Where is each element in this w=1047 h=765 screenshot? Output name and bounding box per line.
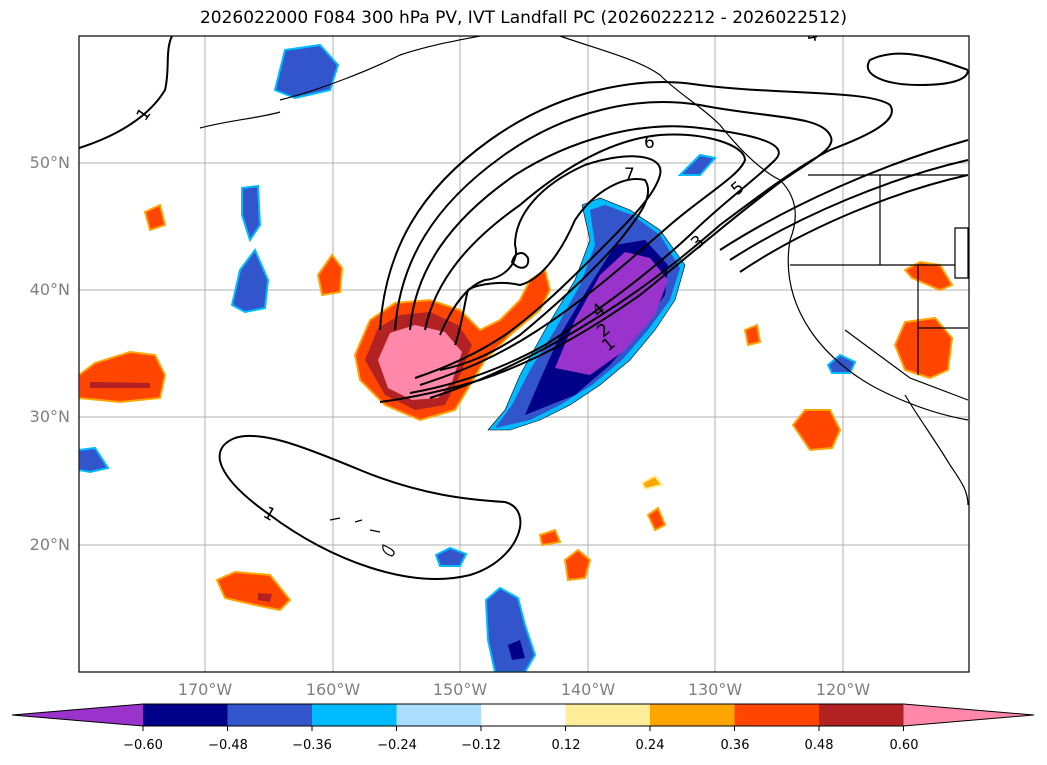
- colorbar-tick: −0.60: [123, 738, 163, 753]
- colorbar-segment: [396, 704, 482, 726]
- lon-label: 160°W: [305, 680, 361, 699]
- colorbar-segment: [819, 704, 904, 726]
- colorbar-segment: [312, 704, 397, 726]
- gridlines: [79, 36, 969, 672]
- map-title: 2026022000 F084 300 hPa PV, IVT Landfall…: [199, 8, 847, 28]
- lat-label: 20°N: [29, 535, 70, 554]
- coastlines: [199, 36, 969, 557]
- lon-label: 130°W: [687, 680, 743, 699]
- colorbar-segment: [565, 704, 651, 726]
- contour-label: 7: [624, 165, 635, 185]
- colorbar-tick: 0.48: [804, 738, 834, 753]
- lat-label: 50°N: [29, 153, 70, 172]
- map-frame: [78, 35, 970, 673]
- contour-label: 4: [805, 25, 819, 47]
- colorbar-segment: [650, 704, 735, 726]
- contour-label: 6: [644, 133, 655, 153]
- colorbar-tick: 0.60: [889, 738, 919, 753]
- contour-labels: 1 1 1 2 3 4 4 5 6 7: [133, 25, 820, 526]
- colorbar-tick: 0.24: [635, 738, 665, 753]
- colorbar-tick: −0.36: [292, 738, 332, 753]
- lat-label: 30°N: [29, 407, 70, 426]
- colorbar: [11, 703, 1035, 731]
- contour-label: 1: [260, 503, 279, 526]
- colorbar-segment: [227, 704, 313, 726]
- colorbar-extend-right: [903, 704, 1034, 726]
- lon-label: 170°W: [177, 680, 233, 699]
- colorbar-segment: [481, 704, 566, 726]
- lon-label: 150°W: [432, 680, 488, 699]
- lat-label: 40°N: [29, 280, 70, 299]
- colorbar-tick: −0.24: [377, 738, 417, 753]
- colorbar-tick: 0.36: [720, 738, 750, 753]
- contour-label: 5: [727, 178, 748, 200]
- lon-label: 120°W: [815, 680, 871, 699]
- colorbar-tick: −0.48: [208, 738, 248, 753]
- ivt-contours: [79, 36, 969, 580]
- colorbar-tick: 0.12: [551, 738, 581, 753]
- colorbar-extend-left: [12, 704, 143, 726]
- colorbar-segment: [734, 704, 820, 726]
- colorbar-segment: [143, 704, 228, 726]
- lon-label: 140°W: [560, 680, 616, 699]
- colorbar-tick: −0.12: [461, 738, 501, 753]
